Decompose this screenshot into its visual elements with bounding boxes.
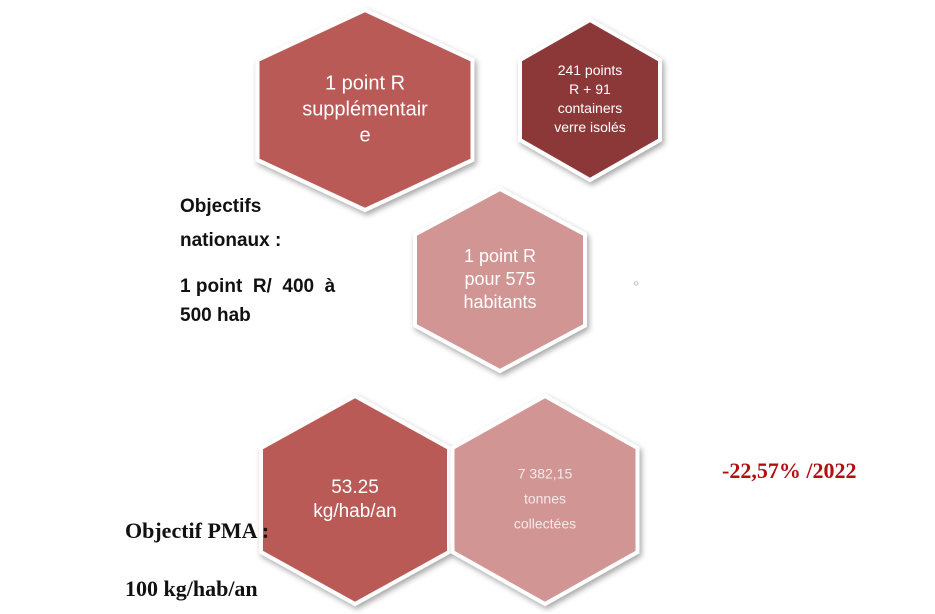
hexagon-text: tonnes [524, 491, 566, 507]
hexagon [255, 7, 475, 213]
hexagon-text: 1 point R [325, 72, 405, 94]
objective-line: Objectifs [180, 196, 261, 217]
hexagon-text: habitants [463, 292, 536, 312]
hexagon-text: e [359, 124, 370, 146]
hexagon-text: verre isolés [554, 119, 626, 135]
hexagon [450, 393, 640, 607]
hexagon [518, 17, 662, 183]
pma-line: Objectif PMA : [125, 518, 269, 543]
hexagon-text: R + 91 [569, 81, 611, 97]
hexagon-text: 1 point R [464, 246, 536, 266]
trend: -22,57% /2022 [722, 458, 856, 483]
hexagon [259, 393, 451, 607]
hexagon-text: 7 382,15 [518, 466, 573, 482]
hexagon-text: containers [558, 100, 623, 116]
objective-line: 1 point R/ 400 à [180, 276, 336, 297]
hexagon-text: supplémentair [302, 98, 428, 120]
objective-line: 500 hab [180, 305, 251, 326]
objective-line: nationaux : [180, 230, 281, 251]
pma-line: 100 kg/hab/an [125, 576, 258, 601]
hexagon-text: 241 points [558, 62, 623, 78]
hexagon-text: kg/hab/an [313, 501, 396, 522]
hexagon-text: collectées [514, 516, 576, 532]
degree-mark: ° [633, 279, 639, 296]
hexagon-text: 53.25 [331, 477, 379, 498]
hexagon [413, 186, 587, 374]
hexagon-text: pour 575 [464, 269, 535, 289]
